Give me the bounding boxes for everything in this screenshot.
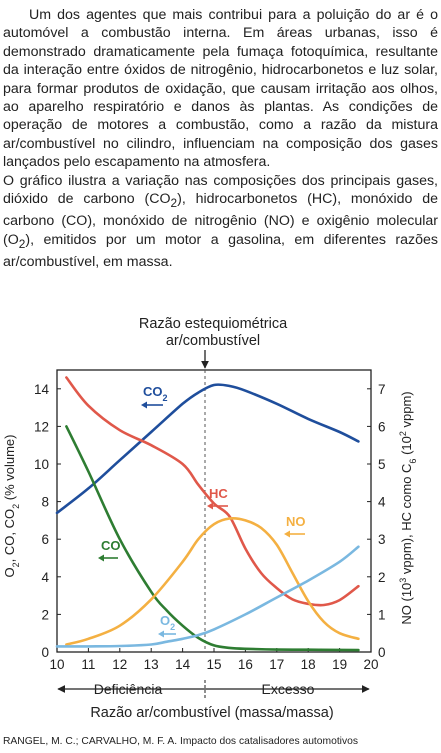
x-tick-label: 12 (112, 657, 127, 672)
y-right-tick-label: 0 (378, 645, 386, 660)
subscript: 2 (18, 236, 26, 251)
series-arrowhead-hc (207, 502, 213, 510)
series-line-co (65, 425, 360, 652)
x-tick-label: 13 (144, 657, 159, 672)
series-label-co2: CO2 (143, 384, 168, 403)
series-arrowhead-o2 (158, 630, 164, 638)
y-right-tick-label: 5 (378, 457, 386, 472)
annotation-line-1: Razão estequiométrica (139, 316, 288, 332)
subscript: 2 (170, 195, 178, 210)
annotation-line-2: ar/combustível (166, 333, 260, 349)
y-left-tick-label: 6 (41, 532, 49, 547)
y-right-tick-label: 1 (378, 607, 386, 622)
axis-ticks: 10 11 12 13 14 15 16 17 18 19 20024681012140123456… (34, 382, 386, 672)
series-arrowhead-co2 (141, 401, 147, 409)
x-tick-label: 10 (49, 657, 64, 672)
plot-frame (56, 369, 372, 653)
series-label-hc: HC (209, 486, 228, 501)
y-right-tick-label: 7 (378, 382, 386, 397)
x-tick-label: 14 (175, 657, 191, 672)
paragraph-1: Um dos agentes que mais contribui para a… (3, 7, 438, 171)
y-axis-right-label: NO (103 vppm), HC como C6 (102 vppm) (398, 391, 418, 624)
intro-text: Um dos agentes que mais contribui para a… (3, 6, 438, 271)
paragraph-2-part-b: ), hidrocarbonetos (HC), monóxido de car… (3, 191, 439, 248)
x-tick-label: 11 (81, 657, 95, 672)
x-axis-label: Razão ar/combustível (massa/massa) (90, 705, 333, 721)
y-left-tick-label: 8 (41, 495, 49, 510)
x-tick-label: 18 (301, 657, 316, 672)
paragraph-2-part-c: ), emitidos por um motor a gasolina, em … (3, 231, 438, 270)
y-right-tick-label: 6 (378, 419, 386, 434)
paragraph-2: O gráfico ilustra a variação nas composi… (3, 172, 438, 272)
series-line-no (65, 517, 360, 646)
y-left-tick-label: 0 (41, 645, 49, 660)
series-arrowhead-co (98, 554, 104, 562)
series-line-co2 (55, 383, 360, 515)
y-left-tick-label: 2 (41, 607, 49, 622)
y-right-tick-label: 4 (378, 495, 386, 510)
y-right-tick-label: 2 (378, 570, 386, 585)
region-excess-label: Excesso (262, 681, 315, 697)
x-tick-label: 15 (206, 657, 221, 672)
y-left-tick-label: 10 (34, 457, 49, 472)
y-axis-left-label: O2, CO, CO2 (% volume) (2, 435, 21, 578)
series-arrowhead-no (284, 530, 290, 538)
y-left-tick-label: 4 (41, 570, 49, 585)
x-tick-label: 17 (269, 657, 284, 672)
x-tick-label: 20 (363, 657, 378, 672)
series-line-o2 (55, 545, 360, 648)
x-tick-label: 19 (332, 657, 347, 672)
x-tick-label: 16 (238, 657, 253, 672)
y-right-tick-label: 3 (378, 532, 386, 547)
region-deficiency-label: Deficiência (94, 681, 163, 697)
emissions-chart: Razão estequiométrica ar/combustível 10 1… (2, 316, 418, 721)
y-left-tick-label: 12 (34, 419, 49, 434)
y-left-tick-label: 14 (34, 382, 50, 397)
citation: RANGEL, M. C.; CARVALHO, M. F. A. Impact… (3, 736, 358, 747)
series-label-no: NO (286, 514, 306, 529)
series-line-hc (65, 376, 360, 607)
series-label-co: CO (101, 538, 121, 553)
paragraph-2-part-a: O gráfico ilustra a variação nas composi… (3, 172, 438, 208)
